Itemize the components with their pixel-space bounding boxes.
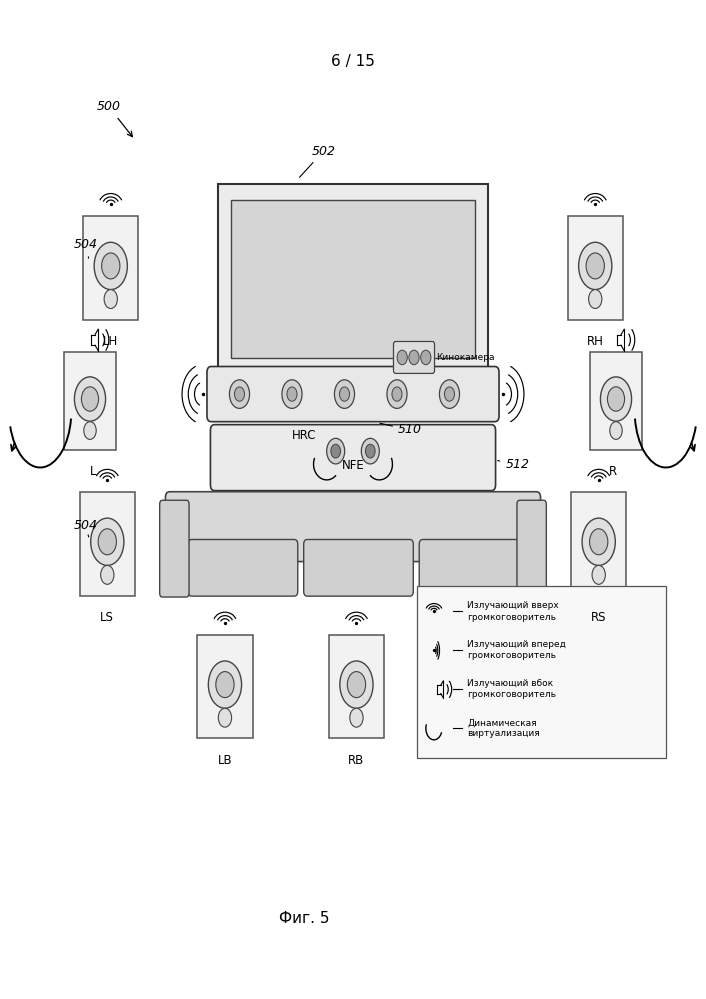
Circle shape <box>282 380 302 409</box>
Circle shape <box>361 439 379 464</box>
Circle shape <box>347 671 366 697</box>
Circle shape <box>287 387 297 402</box>
Text: 504: 504 <box>74 239 98 258</box>
Circle shape <box>81 387 99 412</box>
Circle shape <box>74 377 106 422</box>
FancyBboxPatch shape <box>306 372 400 383</box>
FancyBboxPatch shape <box>329 635 384 738</box>
FancyBboxPatch shape <box>210 425 496 491</box>
Circle shape <box>592 565 605 584</box>
FancyBboxPatch shape <box>83 216 138 320</box>
FancyBboxPatch shape <box>304 539 413 596</box>
Circle shape <box>234 387 244 402</box>
FancyBboxPatch shape <box>218 184 488 377</box>
Circle shape <box>439 380 460 409</box>
Circle shape <box>600 377 632 422</box>
Circle shape <box>590 528 608 554</box>
Text: R: R <box>609 466 616 479</box>
Text: Излучающий вверх
громкоговоритель: Излучающий вверх громкоговоритель <box>467 601 559 621</box>
Circle shape <box>387 380 407 409</box>
FancyBboxPatch shape <box>64 352 116 451</box>
Circle shape <box>102 253 120 279</box>
Text: LS: LS <box>100 611 114 624</box>
Circle shape <box>104 290 117 309</box>
Text: 500: 500 <box>97 100 133 137</box>
Circle shape <box>366 445 375 458</box>
Text: 504: 504 <box>74 519 98 536</box>
Text: Динамическая
виртуализация: Динамическая виртуализация <box>467 718 540 738</box>
Circle shape <box>445 387 455 402</box>
Text: Кинокамера: Кинокамера <box>436 353 494 362</box>
Text: L: L <box>90 466 97 479</box>
FancyBboxPatch shape <box>160 500 189 597</box>
Text: HRC: HRC <box>292 429 317 442</box>
Text: 502: 502 <box>299 145 335 177</box>
FancyBboxPatch shape <box>197 635 253 738</box>
Text: LH: LH <box>103 336 119 349</box>
FancyBboxPatch shape <box>231 200 475 358</box>
Circle shape <box>331 445 340 458</box>
FancyBboxPatch shape <box>393 342 434 374</box>
Text: RB: RB <box>348 754 364 767</box>
FancyBboxPatch shape <box>571 493 626 595</box>
Text: 510: 510 <box>380 424 422 437</box>
FancyBboxPatch shape <box>207 367 499 422</box>
Circle shape <box>392 387 402 402</box>
Circle shape <box>98 528 116 554</box>
Circle shape <box>94 243 127 290</box>
FancyBboxPatch shape <box>568 216 623 320</box>
Circle shape <box>589 290 602 309</box>
Circle shape <box>216 671 234 697</box>
FancyBboxPatch shape <box>419 539 529 596</box>
Text: Излучающий вперед
громкоговоритель: Излучающий вперед громкоговоритель <box>467 640 566 660</box>
Text: NFE: NFE <box>342 460 364 473</box>
FancyBboxPatch shape <box>417 586 666 757</box>
Circle shape <box>101 565 114 584</box>
Circle shape <box>340 387 349 402</box>
Circle shape <box>409 351 419 365</box>
Circle shape <box>218 708 232 727</box>
Text: RS: RS <box>591 611 606 624</box>
Circle shape <box>84 422 96 440</box>
Circle shape <box>229 380 249 409</box>
Circle shape <box>349 708 363 727</box>
Circle shape <box>607 387 625 412</box>
FancyBboxPatch shape <box>590 352 642 451</box>
Circle shape <box>90 518 124 565</box>
Text: RH: RH <box>587 336 604 349</box>
Text: Излучающий вбок
громкоговоритель: Излучающий вбок громкоговоритель <box>467 679 556 699</box>
Circle shape <box>421 351 431 365</box>
Circle shape <box>582 518 616 565</box>
FancyBboxPatch shape <box>517 500 546 597</box>
Circle shape <box>208 661 241 708</box>
FancyBboxPatch shape <box>165 492 541 561</box>
Circle shape <box>579 243 612 290</box>
Circle shape <box>327 439 345 464</box>
Circle shape <box>335 380 354 409</box>
FancyBboxPatch shape <box>80 493 135 595</box>
Text: 512: 512 <box>498 458 530 471</box>
Circle shape <box>610 422 622 440</box>
Circle shape <box>586 253 604 279</box>
Text: LB: LB <box>217 754 232 767</box>
Text: 6 / 15: 6 / 15 <box>331 54 375 69</box>
Circle shape <box>340 661 373 708</box>
Text: Фиг. 5: Фиг. 5 <box>280 911 330 926</box>
Circle shape <box>397 351 407 365</box>
FancyBboxPatch shape <box>188 539 298 596</box>
